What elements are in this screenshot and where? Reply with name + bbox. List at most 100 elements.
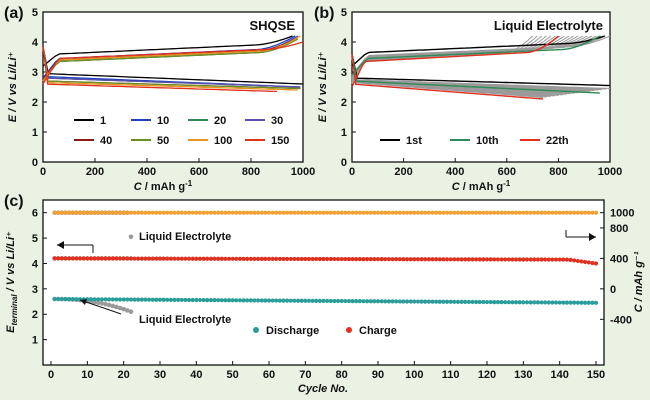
capacity-point	[92, 210, 97, 215]
capacity-point	[361, 210, 366, 215]
charge-point	[161, 256, 166, 261]
discharge-point	[288, 298, 293, 303]
panel-c: (c) 0 10 20 30 40 50 60 70 80 90 100 110 120 130 140 15…	[4, 193, 645, 395]
discharge-point	[176, 297, 181, 302]
panel-c-legend: Discharge Charge	[253, 325, 397, 337]
discharge-point	[325, 298, 330, 304]
right-y-tick-label: 0	[610, 284, 616, 296]
discharge-point	[132, 297, 137, 302]
charge-point	[328, 256, 333, 262]
discharge-point	[103, 297, 108, 302]
discharge-point	[423, 299, 428, 304]
discharge-point	[568, 300, 573, 305]
legend-label-1st: 1st	[406, 135, 422, 147]
panel-c-plot-area	[43, 200, 604, 365]
discharge-point	[415, 299, 421, 304]
charge-point	[325, 256, 330, 262]
capacity-point	[495, 210, 500, 215]
discharge-point	[564, 300, 570, 305]
discharge-point	[394, 299, 399, 304]
charge-point	[488, 257, 493, 262]
capacity-point	[241, 210, 246, 215]
panel-c-annotations: Liquid Electrolyte Liquid Electrolyte	[57, 230, 596, 326]
legend-marker-charge	[346, 327, 352, 333]
discharge-point	[437, 299, 442, 304]
x-tick-label: 800	[549, 166, 567, 178]
discharge-point	[234, 298, 239, 303]
legend-label-30: 30	[271, 115, 283, 127]
y-tick-label: 3	[32, 67, 38, 79]
capacity-point	[77, 210, 83, 215]
charge-point	[186, 256, 192, 261]
x-tick-label: 80	[336, 369, 348, 381]
charge-point	[88, 256, 94, 261]
panel-a-frame	[42, 11, 304, 163]
charge-point	[74, 256, 79, 261]
charge-curve-cycle-150	[42, 41, 304, 85]
discharge-point	[56, 296, 61, 302]
panel-c-x-ticks: 0 10 20 30 40 50 60 70 80 90 100 110 120 130 140 150	[48, 361, 605, 381]
capacity-point	[190, 210, 195, 215]
legend-label-150: 150	[271, 135, 289, 147]
charge-point	[350, 256, 355, 262]
charge-point	[499, 257, 504, 262]
capacity-point	[168, 210, 173, 215]
discharge-point	[430, 299, 435, 304]
capacity-point	[266, 210, 272, 215]
legend-label-charge: Charge	[359, 325, 397, 337]
capacity-point	[564, 210, 570, 215]
charge-point	[81, 256, 86, 261]
liquid-discharge-point	[117, 305, 123, 311]
x-tick-label: 40	[190, 369, 202, 381]
panel-a-curves	[42, 35, 304, 93]
capacity-point	[165, 210, 170, 215]
discharge-point	[306, 298, 312, 303]
charge-curve-1st	[351, 35, 606, 67]
discharge-point	[346, 298, 352, 304]
discharge-point	[321, 298, 326, 304]
charge-point	[190, 256, 195, 261]
capacity-point	[56, 210, 61, 215]
discharge-point	[117, 297, 123, 302]
liquid-discharge-point	[103, 301, 108, 307]
charge-point	[477, 257, 482, 262]
charge-point	[343, 256, 348, 262]
charge-point	[56, 256, 61, 261]
capacity-point	[295, 210, 301, 215]
discharge-point	[67, 297, 72, 302]
charge-point	[266, 256, 272, 261]
arrow-right-head	[589, 233, 596, 241]
charge-point	[394, 257, 399, 262]
discharge-point	[459, 299, 464, 304]
discharge-point	[561, 300, 566, 305]
discharge-point	[499, 300, 504, 305]
discharge-point	[546, 300, 551, 305]
discharge-point	[448, 299, 453, 304]
x-tick-label: 150	[587, 369, 605, 381]
capacity-point	[430, 210, 435, 215]
charge-point	[259, 256, 264, 261]
liquid-discharge-point	[128, 309, 134, 314]
discharge-point	[354, 299, 359, 304]
capacity-point	[335, 210, 341, 215]
discharge-point	[150, 297, 155, 302]
charge-point	[470, 257, 475, 262]
panel-b-y-axis-title: E / V vs Li/Li⁺	[317, 52, 329, 123]
capacity-point	[368, 210, 373, 215]
charge-point	[150, 256, 155, 261]
charge-point	[546, 257, 551, 262]
panel-a-x-axis-title: C / mAh g-1	[134, 179, 193, 193]
charge-point	[524, 257, 530, 262]
x-tick-label: 50	[227, 369, 239, 381]
discharge-point	[154, 297, 159, 302]
capacity-point	[408, 210, 413, 215]
capacity-point	[434, 210, 439, 215]
panel-a-legend: 1 10 20 30 40 50 100 150	[74, 115, 289, 147]
discharge-point	[212, 298, 217, 303]
legend-label-1: 1	[100, 115, 106, 127]
charge-point	[223, 256, 228, 261]
left-y-tick-label: 5	[32, 233, 38, 245]
discharge-point	[245, 298, 250, 303]
discharge-point	[223, 298, 228, 303]
